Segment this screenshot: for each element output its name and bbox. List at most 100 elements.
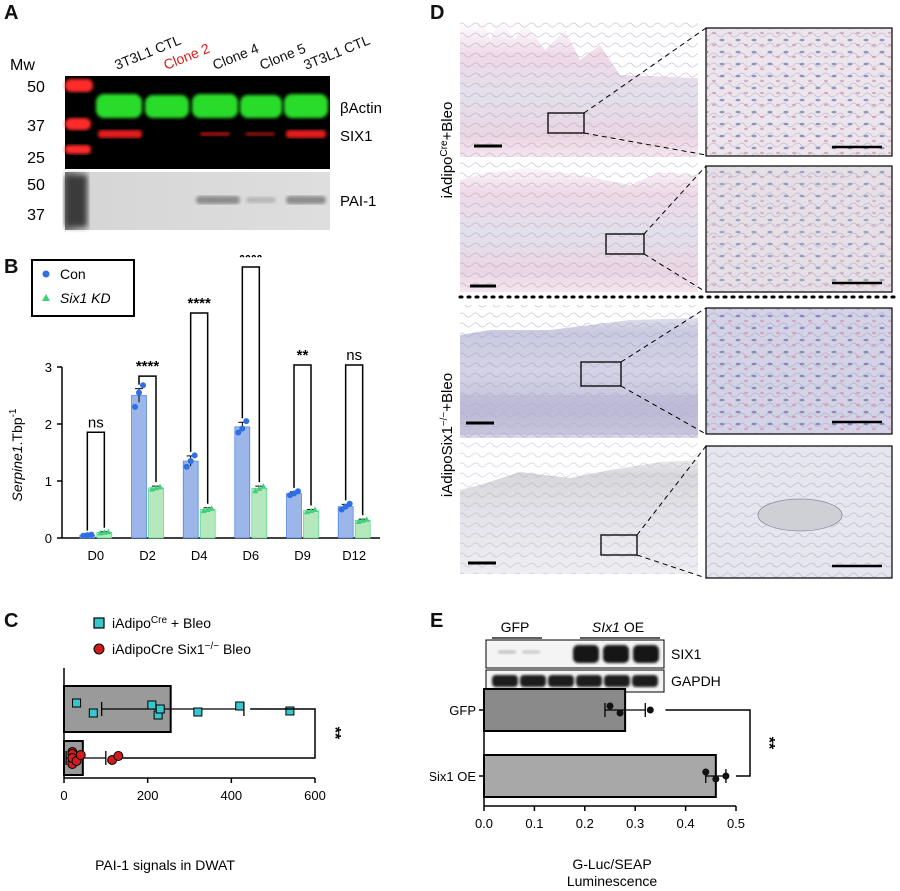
bar xyxy=(199,509,216,539)
data-point xyxy=(208,505,215,511)
significance-label: ** xyxy=(326,727,343,740)
zoom-line xyxy=(620,307,707,363)
roi-box xyxy=(605,233,645,255)
x-axis-label-line1: G-Luc/SEAP xyxy=(572,856,651,872)
significance-bracket xyxy=(189,312,209,504)
data-point xyxy=(75,750,86,760)
tissue-texture xyxy=(460,160,698,292)
legend-label-con: Con xyxy=(60,266,86,282)
zoom-line xyxy=(636,554,707,579)
mw-tick: 25 xyxy=(27,150,45,167)
vessel xyxy=(757,498,843,532)
significance-label: **** xyxy=(187,295,211,312)
mw-tick: 50 xyxy=(27,79,45,96)
bar xyxy=(286,493,302,539)
data-point xyxy=(88,531,95,538)
data-point xyxy=(183,463,190,470)
y-tick-label: Six1 OE xyxy=(430,769,476,784)
data-point xyxy=(147,700,157,710)
legend-marker-cre xyxy=(93,617,105,629)
lane-label: 3T3L1 CTL xyxy=(301,32,372,73)
plot-area: 0 200 400 600 ** xyxy=(60,668,343,803)
data-point xyxy=(260,483,267,489)
data-point xyxy=(295,488,301,495)
plot-area: 0 1 2 3 D0 ns D2 **** D4 **** D6 **** D9 ** D12 ns xyxy=(45,255,380,563)
y-tick-label: 2 xyxy=(45,417,52,432)
zoom-line xyxy=(643,253,707,293)
data-point xyxy=(363,516,370,522)
blot-label-gapdh: GAPDH xyxy=(671,673,721,689)
blot-group-gfp: GFP xyxy=(501,619,530,635)
pai1-bands xyxy=(196,196,326,204)
band-label-six1: SIX1 xyxy=(340,128,373,145)
data-point xyxy=(239,425,246,432)
bar xyxy=(303,510,319,539)
x-tick-label: 200 xyxy=(137,788,159,803)
roi-box xyxy=(547,112,585,134)
ladder-band xyxy=(65,118,91,130)
ladder-band xyxy=(65,145,91,154)
x-axis-label-line2: Luminescence xyxy=(567,873,657,889)
data-point xyxy=(235,701,245,711)
data-point xyxy=(155,704,165,714)
bar xyxy=(148,487,164,539)
bar xyxy=(251,488,268,539)
histology-row-2 xyxy=(460,160,893,293)
blot-label-six1: SIX1 xyxy=(671,646,702,662)
x-axis-label: PAI-1 signals in DWAT xyxy=(95,857,235,873)
panel-e: GFP SIx1 OE SIX1 GAPDH 0.0 0.1 0.2 0.3 0.4 0.… xyxy=(430,619,777,889)
zoom-line xyxy=(620,385,707,435)
data-point xyxy=(646,706,654,714)
panel-d-histology: iAdipoCre+Bleo iAdipoSix1−/−+Bleo xyxy=(439,20,897,579)
zoom-line xyxy=(583,132,707,156)
x-tick-label: 0.4 xyxy=(677,816,695,831)
lane-label: Clone 5 xyxy=(257,40,308,73)
y-tick-label: 3 xyxy=(45,360,52,375)
x-tick-label: D2 xyxy=(139,548,156,563)
data-point xyxy=(702,768,710,776)
histology-row-3 xyxy=(460,305,893,438)
mw-label: Mw xyxy=(10,57,35,74)
data-point xyxy=(191,452,198,459)
zoom-cells xyxy=(707,29,891,155)
legend-label-cre: iAdipoCre + Bleo xyxy=(112,615,211,631)
panel-letter-b: B xyxy=(4,256,19,278)
ladder-band xyxy=(65,79,93,92)
significance-bracket xyxy=(665,709,751,777)
data-point xyxy=(193,707,203,717)
mw-tick: 50 xyxy=(27,177,45,194)
x-tick-label: 0.2 xyxy=(576,816,594,831)
zoom-line xyxy=(636,445,707,536)
x-tick-label: 0.5 xyxy=(727,816,745,831)
zoom-cells xyxy=(707,167,891,291)
significance-label: **** xyxy=(239,255,263,266)
six1-oe-bands xyxy=(498,645,659,663)
lane-label: Clone 4 xyxy=(210,40,261,73)
zoom-cells xyxy=(707,309,891,433)
significance-bracket xyxy=(241,266,261,483)
data-point xyxy=(256,485,263,491)
muscle-layer xyxy=(460,395,698,435)
significance-label: ** xyxy=(297,347,309,364)
panel-letter-e: E xyxy=(430,610,444,632)
blot-group-six1oe: SIx1 OE xyxy=(592,619,644,635)
fluorescent-blot xyxy=(65,76,330,169)
bar xyxy=(483,754,717,798)
plot-area: 0.0 0.1 0.2 0.3 0.4 0.5 GFP Six1 OE ** xyxy=(430,688,777,831)
data-point xyxy=(722,772,730,780)
zoom-line xyxy=(643,165,707,235)
band-label-bactin: βActin xyxy=(340,100,382,117)
significance-bracket xyxy=(138,375,157,483)
data-point xyxy=(616,709,624,717)
data-point xyxy=(187,458,194,465)
significance-bracket xyxy=(293,364,312,506)
data-point xyxy=(346,500,353,507)
panel-letter-c: C xyxy=(4,610,19,632)
data-point xyxy=(606,702,614,710)
x-tick-label: D9 xyxy=(294,548,311,563)
x-tick-label: D6 xyxy=(243,548,260,563)
data-point xyxy=(312,506,318,512)
significance-label: ** xyxy=(760,737,777,750)
